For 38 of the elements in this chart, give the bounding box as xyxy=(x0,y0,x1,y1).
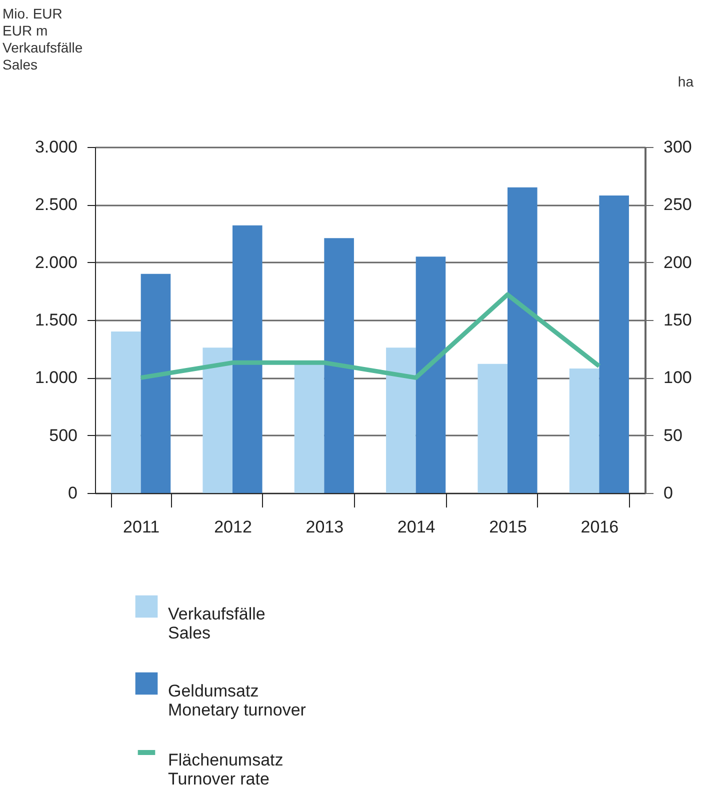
x-tick-label: 2013 xyxy=(306,518,344,536)
legend-label: Geldumsatz Monetary turnover xyxy=(168,682,306,720)
y-axis-title: Mio. EUR EUR m Verkaufsfälle Sales xyxy=(2,6,83,72)
x-tick-label: 2015 xyxy=(489,518,527,536)
y-tick-label: 1.000 xyxy=(34,368,78,388)
bar xyxy=(508,187,538,493)
legend-label: Flächenumsatz Turnover rate xyxy=(168,750,284,788)
bar xyxy=(569,368,600,493)
x-tick-label: 2014 xyxy=(397,518,436,536)
bar xyxy=(294,362,324,493)
bar xyxy=(202,348,232,493)
y2-axis-title: ha xyxy=(678,74,694,90)
y2-tick-label: 100 xyxy=(664,368,692,388)
bar xyxy=(232,225,262,493)
legend-label: Verkaufsfälle Sales xyxy=(168,604,266,642)
y2-tick-label: 250 xyxy=(664,195,692,214)
bar xyxy=(386,348,416,493)
bar xyxy=(111,332,141,493)
bar xyxy=(140,274,171,493)
line-series xyxy=(138,292,602,380)
y-tick-label: 500 xyxy=(49,426,78,445)
bar xyxy=(324,238,354,493)
y2-tick-label: 50 xyxy=(664,426,682,445)
bar xyxy=(416,256,446,493)
y2-tick-label: 150 xyxy=(664,310,692,330)
y-tick-label: 2.000 xyxy=(34,252,78,272)
y2-tick-label: 0 xyxy=(664,484,673,502)
y-tick-label: 0 xyxy=(68,484,78,502)
y2-tick-label: 200 xyxy=(664,252,692,272)
y2-tick-label: 300 xyxy=(664,138,692,156)
y-tick-label: 2.500 xyxy=(34,195,78,214)
x-tick-label: 2011 xyxy=(123,518,160,536)
bar xyxy=(599,195,629,493)
x-tick-label: 2012 xyxy=(214,518,252,536)
bar xyxy=(478,364,508,493)
y-tick-label: 3.000 xyxy=(34,138,78,156)
x-tick-label: 2016 xyxy=(580,518,619,536)
y-tick-label: 1.500 xyxy=(34,310,78,330)
